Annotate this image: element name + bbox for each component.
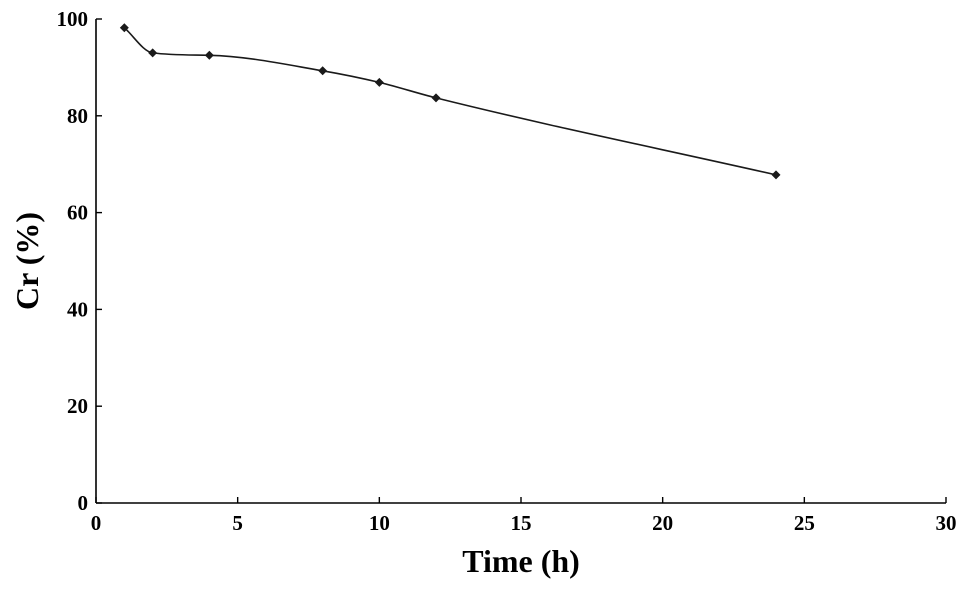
data-point-marker [374,77,384,87]
y-tick-label: 0 [78,491,89,515]
x-axis-title: Time (h) [462,543,580,579]
x-axis-ticks: 0 5 10 15 20 25 30 [91,497,957,535]
y-tick-label: 80 [67,104,88,128]
y-tick-label: 40 [67,297,88,321]
data-point-marker [119,23,129,33]
x-tick-label: 5 [232,511,243,535]
y-axis-title: Cr (%) [9,212,45,310]
data-point-marker [148,48,158,58]
data-markers [119,23,781,180]
data-point-marker [204,50,214,60]
y-tick-label: 20 [67,394,88,418]
x-tick-label: 0 [91,511,102,535]
x-tick-label: 10 [369,511,390,535]
data-point-marker [318,66,328,76]
x-tick-label: 25 [794,511,815,535]
y-tick-label: 60 [67,201,88,225]
data-point-marker [771,170,781,180]
series-line [123,27,777,176]
x-tick-label: 20 [652,511,673,535]
y-tick-label: 100 [57,7,89,31]
x-tick-label: 15 [511,511,532,535]
data-point-marker [431,93,441,103]
y-axis-ticks: 0 20 40 60 80 100 [57,7,102,515]
x-tick-label: 30 [936,511,957,535]
